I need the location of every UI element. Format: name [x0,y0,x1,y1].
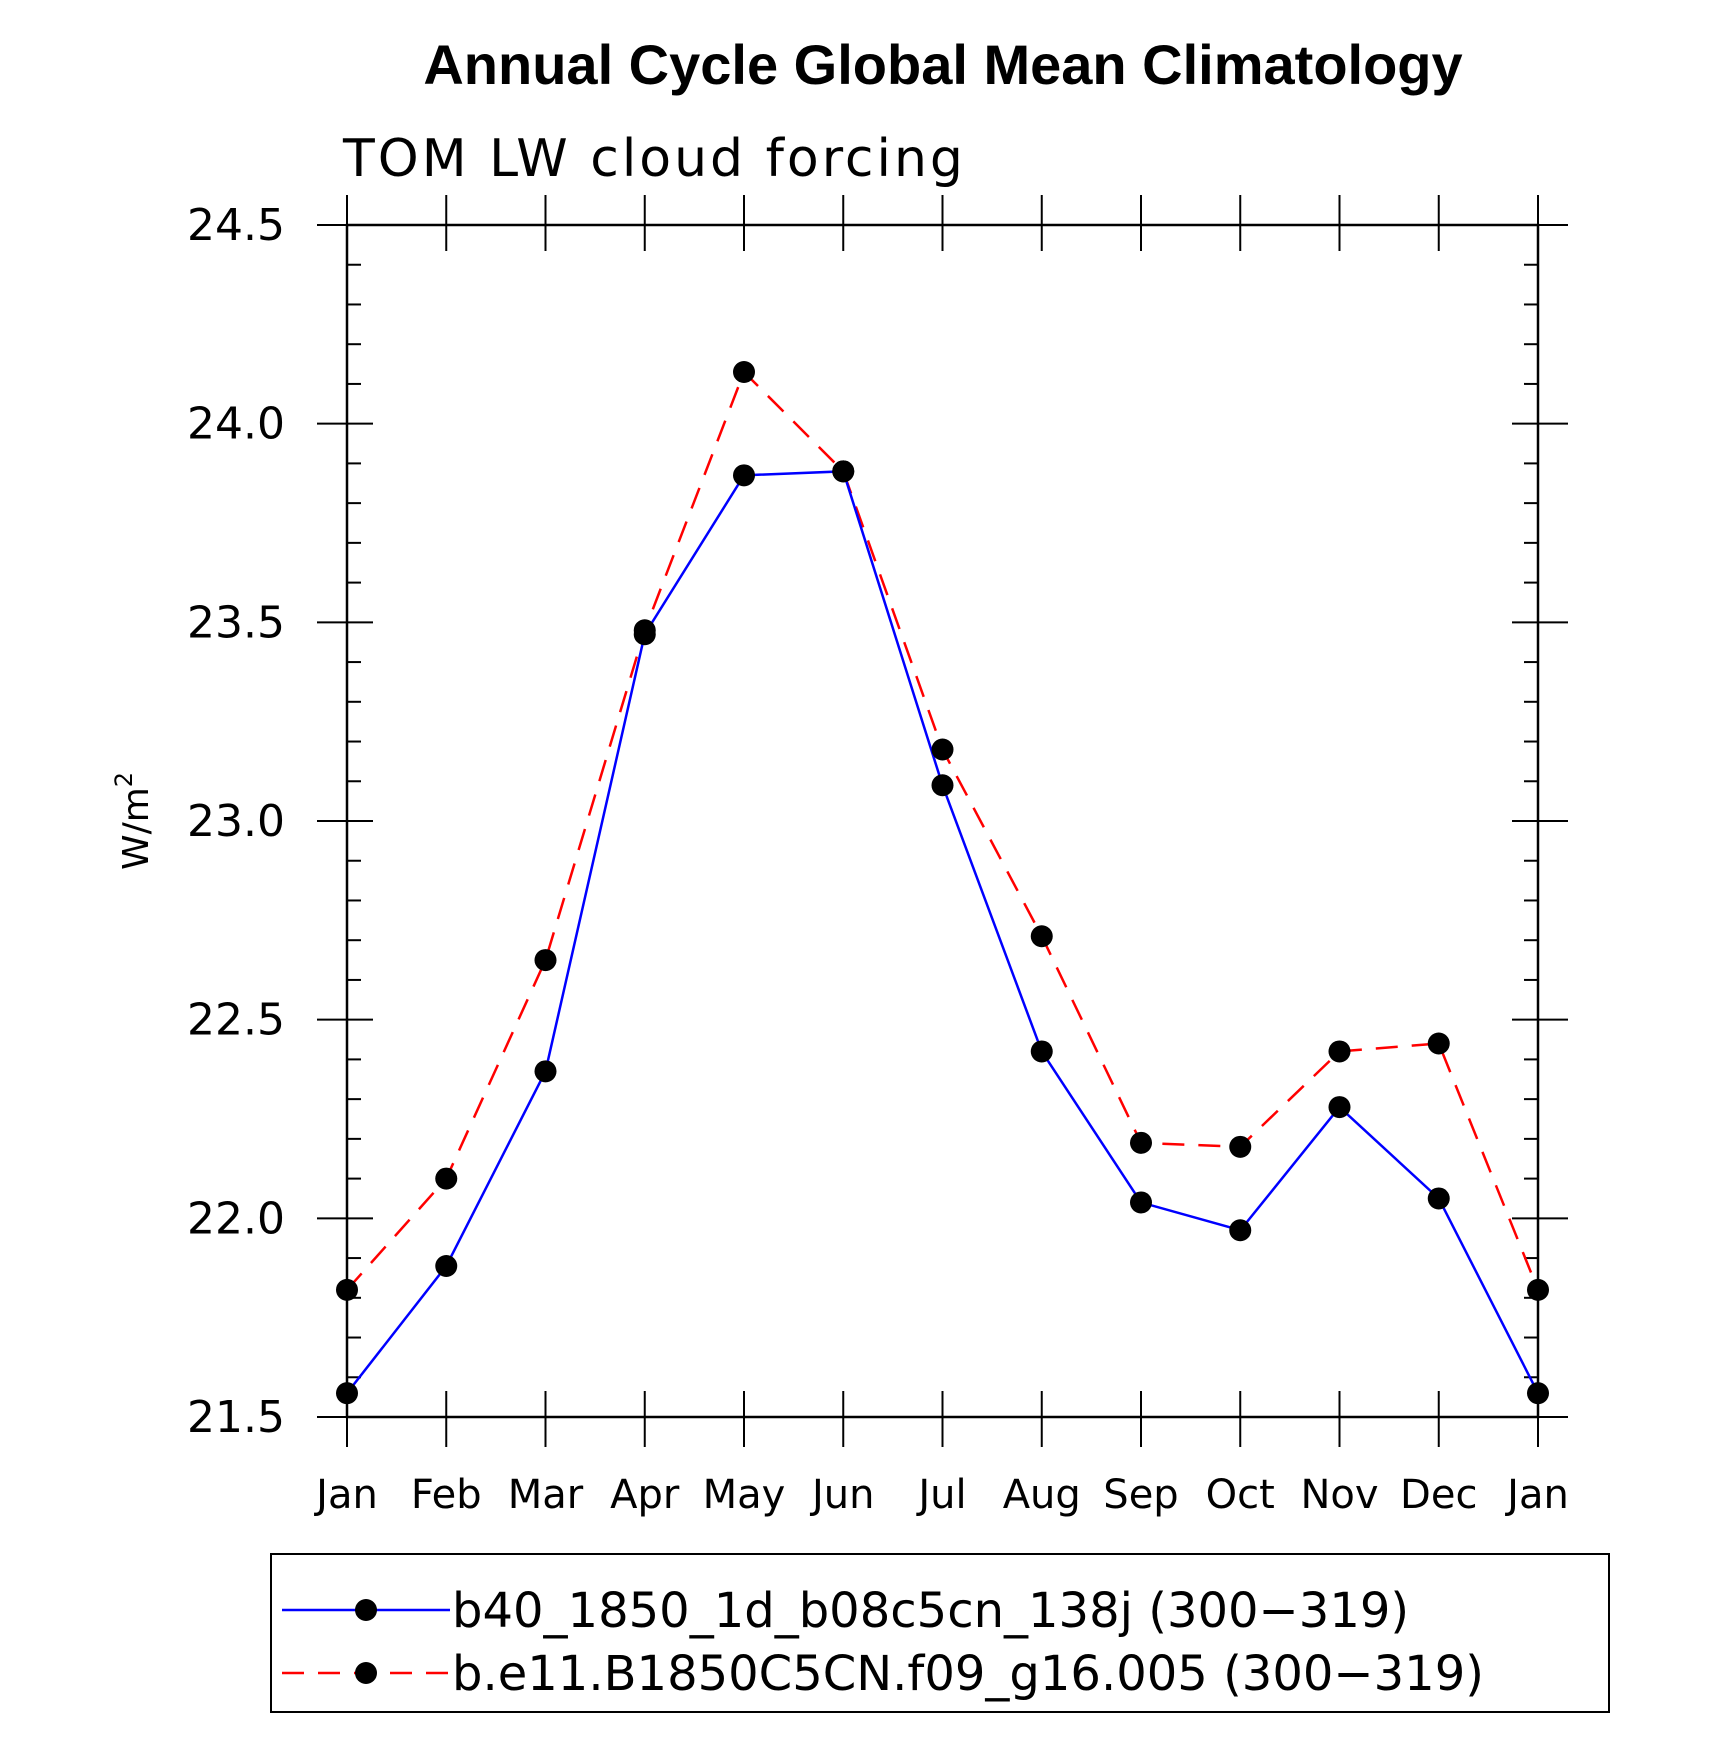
data-point [435,1167,458,1190]
data-point [633,623,656,646]
x-tick-label: Jul [915,1472,966,1518]
legend-box [270,1553,1610,1713]
data-point [534,949,557,972]
x-tick-label: Sep [1103,1472,1178,1518]
data-point [931,738,954,761]
y-axis-label: W/m2 [110,772,157,870]
data-point [1427,1032,1450,1055]
x-tick-label: Aug [1003,1472,1081,1518]
data-point [435,1255,458,1278]
data-point [1130,1191,1152,1214]
x-tick-label: Jun [809,1472,875,1518]
data-point [1328,1040,1351,1063]
legend-marker-1 [355,1662,377,1684]
y-axis-label-group: W/m2 [110,772,157,870]
x-tick-label: Apr [610,1472,680,1518]
data-point [1527,1382,1549,1405]
x-tick-label: Mar [508,1472,584,1518]
data-point [336,1278,358,1301]
y-tick-label: 21.5 [187,1392,285,1443]
data-point [1229,1135,1252,1158]
x-tick-label: May [703,1472,786,1518]
series-line-0 [346,470,1540,1394]
data-point [733,361,755,384]
y-tick-label: 22.0 [187,1193,285,1244]
y-axis-label-superscript: 2 [110,772,138,787]
data-point [931,774,954,797]
data-point [1328,1096,1351,1119]
data-point [1130,1131,1152,1154]
legend: b40_1850_1d_b08c5cn_138j (300−319) b.e11.… [270,1553,1610,1713]
legend-label-1: b.e11.B1850C5CN.f09_g16.005 (300−319) [452,1646,1484,1702]
axis-ticks [317,195,1568,1447]
y-tick-label: 23.0 [187,796,285,847]
legend-marker-0 [355,1599,377,1621]
y-axis-label-base: W/m [116,787,157,870]
plot-frame [345,223,1540,1419]
x-tick-label: Jan [1504,1472,1569,1518]
y-tick-labels: 24.5 24.0 23.5 23.0 22.5 22.0 21.5 [187,200,285,1443]
x-tick-label: Nov [1300,1472,1378,1518]
chart-subtitle: TOM LW cloud forcing [342,129,966,189]
y-tick-label: 22.5 [187,995,285,1046]
data-point [336,1382,358,1405]
data-point [534,1060,557,1083]
y-tick-label: 24.0 [187,399,285,450]
x-tick-label: Jan [313,1472,378,1518]
data-point [1229,1219,1252,1242]
series-layer [336,361,1549,1405]
data-point [1030,1040,1053,1063]
x-tick-label: Oct [1206,1472,1275,1518]
x-tick-label: Feb [411,1472,482,1518]
chart-title: Annual Cycle Global Mean Climatology [423,33,1462,96]
data-point [1427,1187,1450,1210]
x-tick-labels: Jan Feb Mar Apr May Jun Jul Aug Sep Oct Nov Dec Jan [313,1472,1569,1518]
y-tick-label: 23.5 [187,597,285,648]
data-point [733,464,755,487]
data-point [1527,1278,1549,1301]
data-point [1030,925,1053,948]
x-tick-label: Dec [1400,1472,1477,1518]
y-tick-label: 24.5 [187,200,285,251]
data-point [832,460,855,483]
legend-label-0: b40_1850_1d_b08c5cn_138j (300−319) [452,1583,1409,1639]
series-line-1 [346,369,1540,1291]
